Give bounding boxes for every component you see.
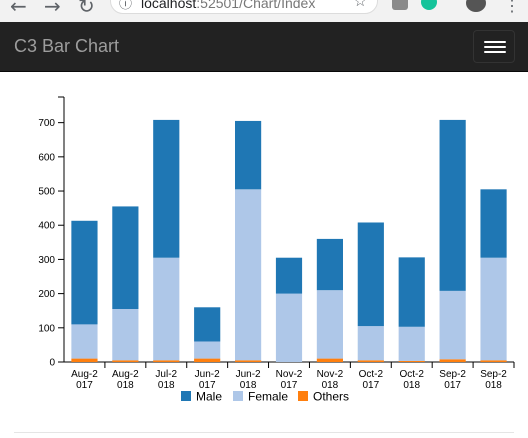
page-divider — [14, 432, 514, 433]
bar-others — [398, 360, 425, 362]
bar-male — [480, 189, 507, 258]
hamburger-bar-icon — [484, 41, 506, 43]
y-tick-label: 0 — [49, 358, 55, 369]
bar-male — [71, 220, 98, 325]
bar-female — [316, 290, 343, 359]
bar-others — [71, 358, 98, 362]
y-tick-label: 600 — [38, 152, 55, 163]
x-tick-label: Jun-2 018 — [236, 369, 261, 391]
legend-label-female: Female — [248, 390, 288, 404]
bar-female — [357, 326, 384, 361]
info-icon[interactable]: ⓘ — [119, 0, 133, 12]
x-tick-label: Jul-2 018 — [155, 369, 177, 391]
legend-swatch-others — [298, 391, 308, 401]
bar-male — [398, 257, 425, 327]
y-tick-label: 500 — [38, 187, 55, 198]
browser-menu-icon[interactable]: ⋮ — [504, 0, 520, 15]
navbar-brand[interactable]: C3 Bar Chart — [14, 36, 120, 56]
bookmark-star-icon[interactable]: ☆ — [353, 0, 367, 10]
bar-female — [275, 293, 303, 362]
bar-male — [112, 206, 139, 309]
back-arrow-icon[interactable]: ← — [10, 0, 27, 18]
y-tick-label: 400 — [38, 221, 55, 232]
profile-avatar-icon[interactable] — [466, 0, 486, 12]
bar-others — [480, 360, 507, 362]
url-text: localhost:52501/Chart/Index — [141, 0, 316, 11]
hamburger-menu-button[interactable] — [473, 30, 515, 63]
app-navbar: C3 Bar Chart — [0, 22, 528, 72]
x-tick-label: Nov-2 017 — [276, 369, 303, 391]
bar-others — [153, 360, 180, 362]
bar-others — [357, 360, 384, 362]
address-bar[interactable]: ⓘ localhost:52501/Chart/Index ☆ — [110, 0, 378, 14]
bar-others — [112, 360, 139, 362]
hamburger-bar-icon — [484, 46, 506, 48]
bar-male — [194, 307, 221, 342]
x-tick-label: Sep-2 017 — [439, 369, 466, 391]
bar-female — [235, 189, 262, 361]
x-tick-label: Oct-2 017 — [359, 369, 384, 391]
bar-male — [235, 120, 262, 190]
grammarly-icon[interactable] — [421, 0, 437, 10]
bar-female — [480, 257, 507, 361]
y-tick-label: 200 — [38, 289, 55, 300]
hamburger-bar-icon — [484, 51, 506, 53]
bar-chart: 0 100 200 300 400 500 600 700 Aug-2 017 Aug-2 018 Ju… — [38, 96, 515, 404]
browser-toolbar: ← → ↻ ⓘ localhost:52501/Chart/Index ☆ ⋮ — [0, 0, 528, 22]
x-tick-label: Aug-2 018 — [112, 369, 139, 391]
legend-swatch-female — [233, 391, 243, 401]
bar-male — [439, 119, 466, 291]
extension-icon[interactable] — [392, 0, 408, 10]
y-tick-label: 100 — [38, 323, 55, 334]
bar-male — [153, 119, 180, 258]
bar-male — [316, 238, 343, 291]
forward-arrow-icon[interactable]: → — [44, 0, 61, 18]
bar-male — [275, 257, 303, 294]
legend-label-others: Others — [313, 390, 349, 404]
reload-icon[interactable]: ↻ — [78, 0, 95, 18]
x-tick-label: Nov-2 018 — [317, 369, 344, 391]
bar-male — [357, 222, 384, 327]
x-tick-label: Aug-2 017 — [71, 369, 98, 391]
bar-female — [112, 309, 139, 361]
legend-swatch-male — [181, 391, 191, 401]
x-tick-label: Jun-2 017 — [195, 369, 220, 391]
y-tick-label: 700 — [38, 118, 55, 129]
bar-others — [235, 360, 262, 362]
y-tick-label: 300 — [38, 255, 55, 266]
bar-female — [439, 290, 466, 360]
bar-others — [439, 359, 466, 362]
bar-others — [316, 358, 343, 362]
legend-label-male: Male — [196, 390, 222, 404]
bar-others — [194, 358, 221, 362]
bar-female — [194, 341, 221, 359]
x-tick-label: Sep-2 018 — [480, 369, 507, 391]
bar-female — [153, 257, 180, 361]
x-tick-label: Oct-2 018 — [400, 369, 425, 391]
bar-female — [398, 326, 425, 361]
bar-female — [71, 324, 98, 359]
